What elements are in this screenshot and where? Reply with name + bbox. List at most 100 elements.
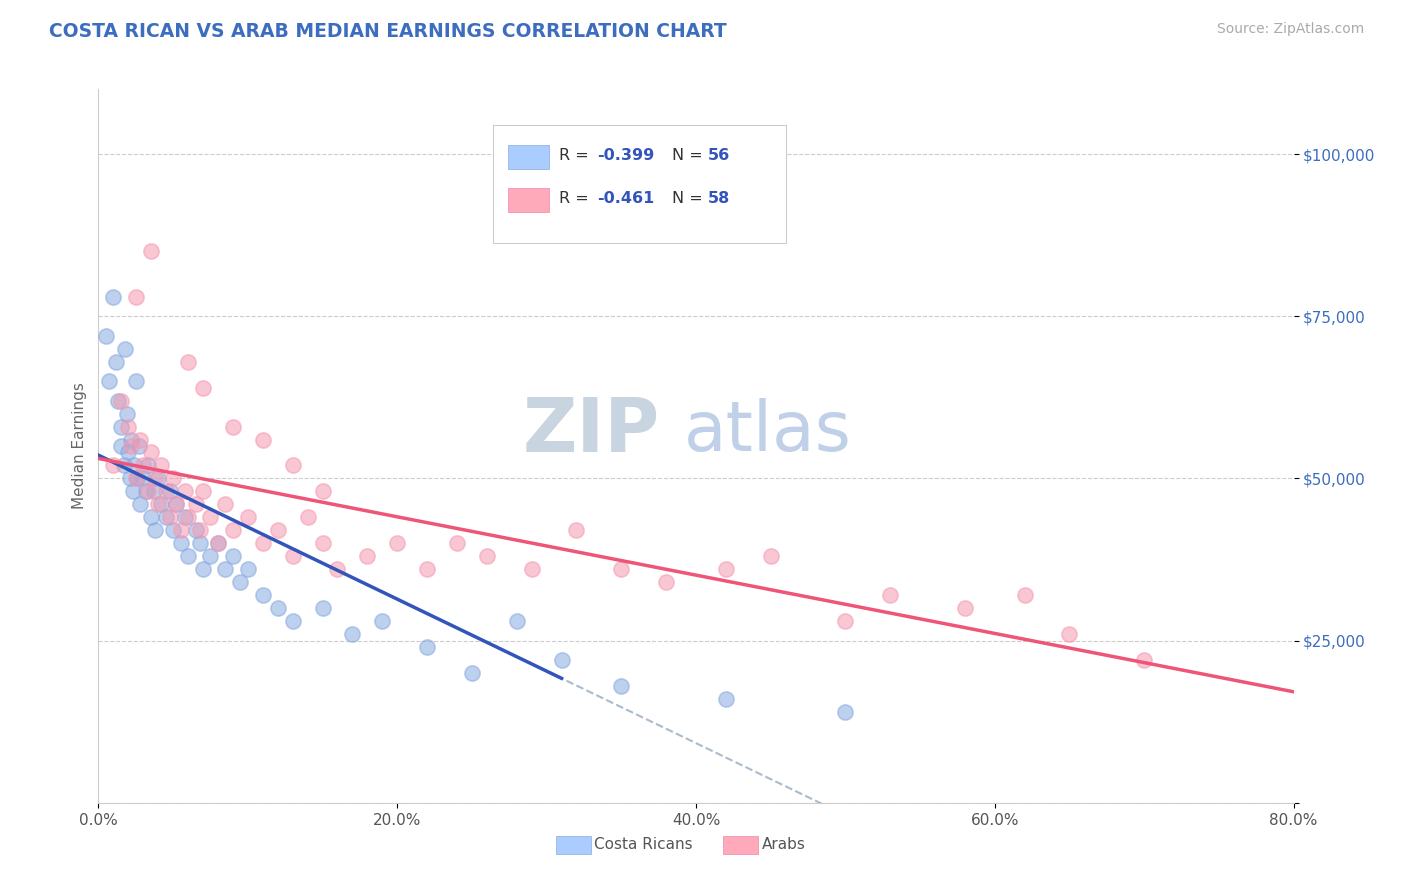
Text: 56: 56	[709, 148, 730, 163]
Point	[139, 445, 162, 459]
Point	[207, 536, 229, 550]
Point	[188, 536, 211, 550]
Point	[165, 497, 187, 511]
Point	[97, 374, 120, 388]
Point	[610, 679, 633, 693]
Point	[879, 588, 901, 602]
Point	[132, 458, 155, 473]
Point	[252, 536, 274, 550]
Point	[416, 640, 439, 654]
Point	[207, 536, 229, 550]
Point	[281, 549, 304, 564]
Point	[177, 354, 200, 368]
Point	[159, 510, 181, 524]
Point	[143, 524, 166, 538]
Point	[356, 549, 378, 564]
Point	[103, 290, 125, 304]
Text: atlas: atlas	[685, 398, 852, 466]
Point	[834, 614, 856, 628]
Text: Costa Ricans: Costa Ricans	[595, 838, 693, 853]
Point	[159, 484, 181, 499]
Point	[117, 445, 139, 459]
Point	[311, 484, 333, 499]
FancyBboxPatch shape	[494, 125, 786, 243]
Point	[506, 614, 529, 628]
Point	[520, 562, 543, 576]
Point	[191, 562, 214, 576]
Point	[191, 381, 214, 395]
Point	[177, 510, 200, 524]
Text: Arabs: Arabs	[762, 838, 806, 853]
Point	[105, 354, 128, 368]
Point	[135, 484, 157, 499]
Point	[200, 510, 222, 524]
Point	[142, 484, 165, 499]
Point	[110, 439, 132, 453]
Point	[565, 524, 588, 538]
Point	[222, 549, 245, 564]
Point	[446, 536, 468, 550]
Point	[714, 692, 737, 706]
Point	[475, 549, 498, 564]
Point	[311, 601, 333, 615]
Point	[222, 419, 245, 434]
Text: Source: ZipAtlas.com: Source: ZipAtlas.com	[1216, 22, 1364, 37]
Point	[110, 419, 132, 434]
Point	[169, 524, 191, 538]
Text: N =: N =	[672, 148, 709, 163]
Point	[155, 510, 177, 524]
Point	[236, 510, 259, 524]
Point	[214, 497, 236, 511]
Point	[139, 510, 162, 524]
Point	[165, 497, 187, 511]
Point	[191, 484, 214, 499]
Point	[200, 549, 222, 564]
Point	[128, 439, 150, 453]
Point	[124, 458, 146, 473]
Point	[252, 433, 274, 447]
Text: N =: N =	[672, 191, 709, 206]
Point	[759, 549, 782, 564]
Point	[132, 471, 155, 485]
Point	[107, 393, 129, 408]
Point	[114, 342, 136, 356]
Point	[252, 588, 274, 602]
Point	[550, 653, 572, 667]
Point	[281, 614, 304, 628]
Point	[120, 439, 142, 453]
FancyBboxPatch shape	[557, 836, 591, 855]
Point	[125, 374, 148, 388]
Point	[834, 705, 856, 719]
Point	[267, 601, 290, 615]
Point	[297, 510, 319, 524]
Point	[125, 290, 148, 304]
Point	[148, 497, 170, 511]
Point	[1059, 627, 1081, 641]
Point	[129, 433, 152, 447]
Point	[326, 562, 349, 576]
Point	[385, 536, 409, 550]
Point	[174, 510, 197, 524]
Point	[610, 562, 633, 576]
Point	[177, 549, 200, 564]
Point	[120, 433, 142, 447]
Point	[129, 497, 152, 511]
Point	[281, 458, 304, 473]
Text: R =: R =	[558, 191, 593, 206]
Point	[110, 393, 132, 408]
Point	[127, 471, 149, 485]
Point	[148, 471, 170, 485]
Point	[714, 562, 737, 576]
Point	[169, 536, 191, 550]
Point	[222, 524, 245, 538]
Text: COSTA RICAN VS ARAB MEDIAN EARNINGS CORRELATION CHART: COSTA RICAN VS ARAB MEDIAN EARNINGS CORR…	[49, 22, 727, 41]
Point	[94, 328, 117, 343]
FancyBboxPatch shape	[724, 836, 758, 855]
Point	[136, 484, 159, 499]
Point	[229, 575, 252, 590]
Point	[174, 484, 197, 499]
Point	[150, 458, 173, 473]
FancyBboxPatch shape	[509, 187, 548, 212]
Point	[103, 458, 125, 473]
Point	[311, 536, 333, 550]
